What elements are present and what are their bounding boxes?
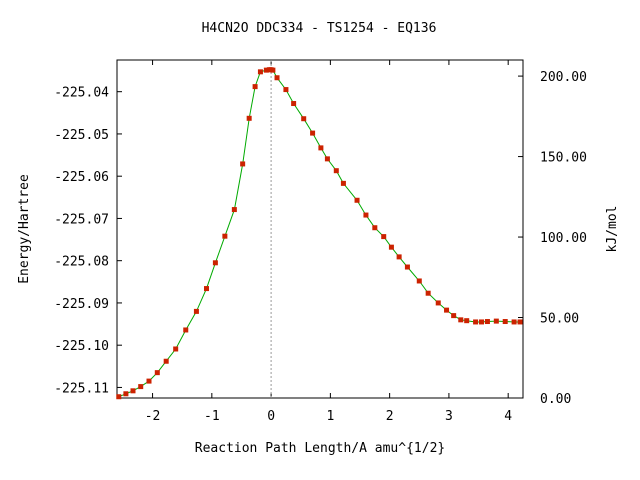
data-point — [502, 319, 508, 325]
data-point — [435, 300, 441, 306]
y-tick-label: -225.08 — [54, 255, 109, 270]
data-point — [354, 197, 360, 203]
y-tick-label: -225.06 — [54, 170, 109, 185]
data-point — [146, 378, 152, 384]
y2-axis-label: kJ/mol — [605, 206, 620, 253]
plot-frame — [116, 59, 524, 399]
data-point — [263, 67, 269, 73]
x-axis: -2 -1 0 1 2 3 4 — [145, 60, 512, 424]
data-point — [517, 319, 523, 325]
data-point — [252, 84, 258, 90]
data-point — [473, 319, 479, 325]
y-tick-label: -225.11 — [54, 381, 109, 396]
data-point — [416, 278, 422, 284]
data-point — [212, 260, 218, 266]
data-point — [372, 225, 378, 231]
data-points — [116, 67, 523, 400]
data-point — [318, 145, 324, 151]
data-point — [154, 370, 160, 376]
data-point — [274, 75, 280, 81]
data-point — [173, 346, 179, 352]
x-tick-label: 4 — [504, 409, 512, 424]
data-point — [222, 233, 228, 239]
x-axis-label: Reaction Path Length/A amu^{1/2} — [195, 441, 445, 456]
data-point — [381, 234, 387, 240]
data-point — [257, 69, 263, 75]
data-point — [479, 319, 485, 325]
data-point — [464, 318, 470, 324]
y-tick-label: -225.09 — [54, 297, 109, 312]
y-tick-label: -225.07 — [54, 212, 109, 227]
data-point — [231, 207, 237, 213]
data-point — [310, 130, 316, 136]
x-tick-label: 3 — [445, 409, 453, 424]
x-tick-label: 2 — [386, 409, 394, 424]
data-point — [193, 308, 199, 314]
data-point — [138, 384, 144, 390]
y-tick-label: -225.05 — [54, 128, 109, 143]
x-tick-label: -1 — [204, 409, 220, 424]
data-point — [451, 313, 457, 319]
data-point — [511, 319, 517, 325]
x-tick-label: 1 — [326, 409, 334, 424]
data-point — [163, 358, 169, 364]
data-point — [116, 394, 122, 400]
energy-curve — [118, 69, 520, 398]
data-point — [123, 391, 129, 397]
data-point — [425, 290, 431, 296]
data-point — [388, 244, 394, 250]
data-point — [240, 161, 246, 167]
data-point — [291, 101, 297, 107]
data-point — [333, 168, 339, 174]
data-point — [493, 318, 499, 324]
data-point — [324, 156, 330, 162]
data-point — [396, 254, 402, 260]
y2-tick-label: 200.00 — [540, 70, 587, 85]
data-point — [444, 307, 450, 313]
y2-tick-label: 50.00 — [540, 312, 579, 327]
data-point — [130, 388, 136, 394]
y2-tick-label: 150.00 — [540, 151, 587, 166]
y-axis-left: -225.04 -225.05 -225.06 -225.07 -225.08 -225.… — [54, 86, 122, 396]
data-point — [404, 264, 410, 270]
data-point — [203, 286, 209, 292]
y-axis-label: Energy/Hartree — [17, 174, 32, 284]
y-tick-label: -225.04 — [54, 86, 109, 101]
data-point — [283, 87, 289, 93]
y2-tick-label: 100.00 — [540, 231, 587, 246]
y-axis-right: 200.00 150.00 100.00 50.00 0.00 — [518, 70, 587, 407]
data-point — [301, 116, 307, 122]
y2-tick-label: 0.00 — [540, 392, 571, 407]
data-point — [270, 67, 276, 73]
data-point — [183, 327, 189, 333]
y-tick-label: -225.10 — [54, 339, 109, 354]
data-point — [484, 319, 490, 325]
x-tick-label: -2 — [145, 409, 161, 424]
chart-title: H4CN2O DDC334 - TS1254 - EQ136 — [202, 21, 437, 36]
data-point — [340, 180, 346, 186]
x-tick-label: 0 — [267, 409, 275, 424]
data-point — [363, 212, 369, 218]
data-point — [458, 317, 464, 323]
data-point — [246, 115, 252, 121]
